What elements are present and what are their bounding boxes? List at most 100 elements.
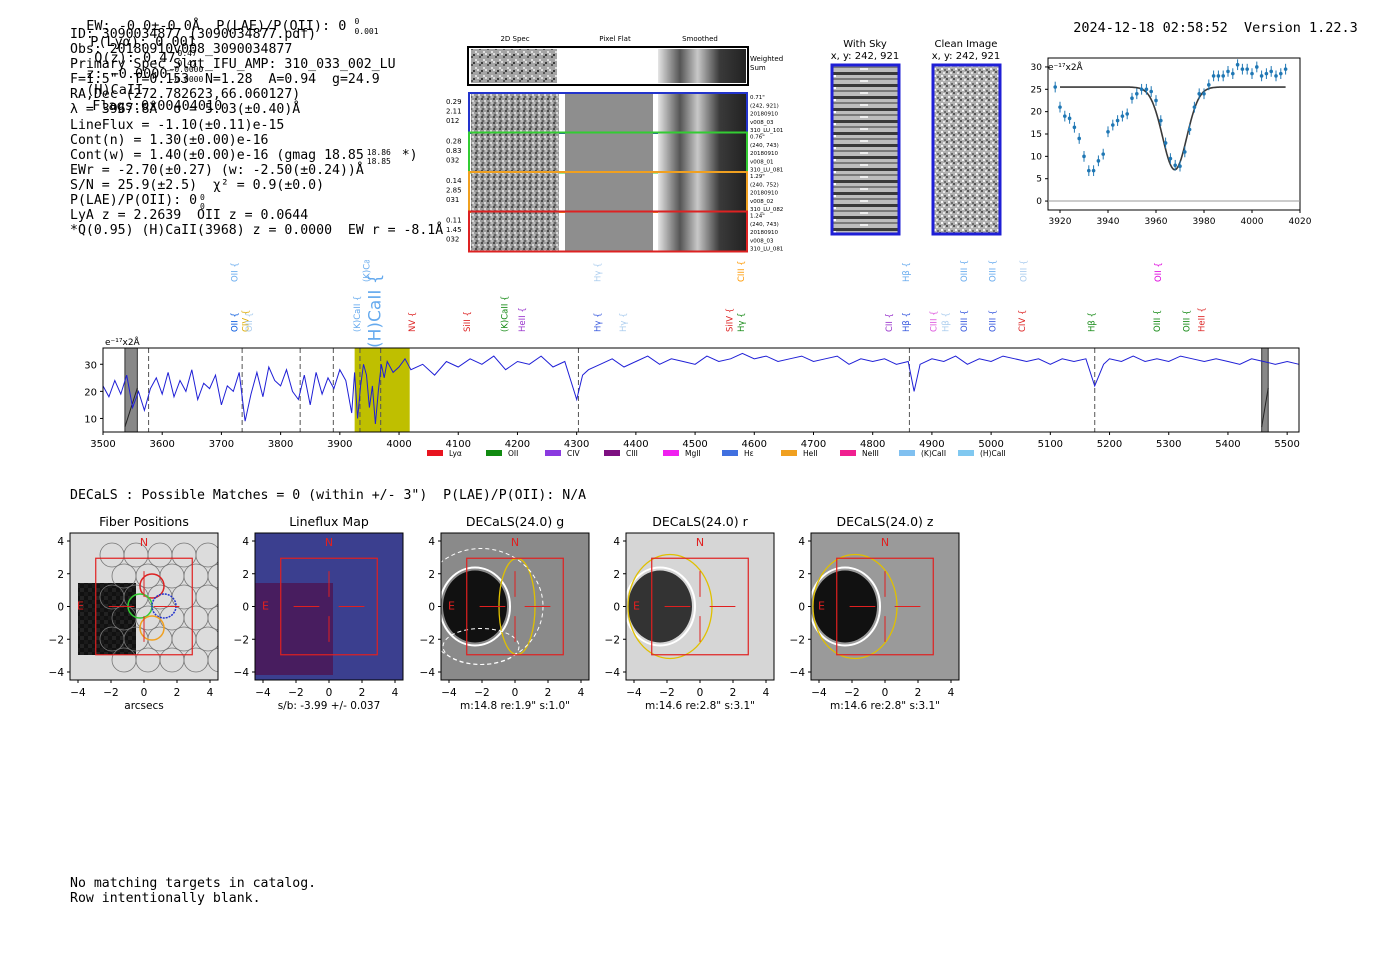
zoom-xtick-label: 4000 — [1241, 217, 1264, 227]
panel-ytick-label: −2 — [605, 634, 620, 646]
zoom-point — [1077, 136, 1081, 141]
panel-ytick-label: 2 — [428, 569, 435, 581]
fiber-right-value: (240, 743) — [750, 143, 779, 149]
zoom-xtick-label: 3940 — [1097, 217, 1120, 227]
zoom-point — [1154, 98, 1158, 103]
panel-ytick-label: −4 — [49, 667, 65, 679]
spectrum-line — [102, 352, 1300, 424]
col-header-pixelflat: Pixel Flat — [599, 35, 631, 43]
legend-label: (H)CaII — [980, 449, 1006, 458]
spectrum-xtick-label: 4100 — [446, 439, 471, 450]
fiber-right-value: 1.24" — [750, 214, 765, 220]
spectral-line-label: OII { — [230, 312, 240, 332]
fiber-right-value: 310_LU_081 — [750, 168, 783, 174]
fiber-pixelflat — [565, 212, 653, 251]
source-halo — [811, 566, 881, 647]
spectral-line-label: Hβ { — [941, 312, 951, 332]
version: Version 1.22.3 — [1243, 20, 1358, 36]
fiber-left-value: 2.85 — [446, 187, 462, 195]
east-label: E — [448, 600, 455, 613]
spectrum-legend: Lyα OII CIV CIII MgII Hε HeII NeIII (K)CaII (H)Ca… — [427, 449, 1006, 458]
zoom-point — [1135, 91, 1139, 96]
fiber-highlight — [139, 615, 165, 641]
col-header-2dspec: 2D Spec — [500, 35, 529, 43]
fiber-circle — [207, 647, 218, 673]
fiber-2dspec — [471, 212, 559, 251]
fiber-2dspec — [471, 133, 559, 172]
fiber-circle — [195, 584, 218, 610]
decals-panel: Fiber Positions N E 4 2 0 −2 −4 −4 −2 0 2 4 arcsecs — [49, 514, 244, 712]
legend-label: MgII — [685, 449, 701, 458]
panel-title: Fiber Positions — [99, 514, 189, 529]
spectrum-ylabel: e⁻¹⁷x2Å — [105, 336, 141, 348]
fiber-left-value: 0.11 — [446, 217, 462, 225]
fiber-right-value: v008_01 — [750, 159, 774, 165]
header-ew: EW: -0.0±-0.0Å P(LAE)/P(OII): 0 — [86, 18, 355, 34]
fiber-left-value: 0.83 — [446, 147, 462, 155]
panel-xlabel: s/b: -3.99 +/- 0.037 — [278, 700, 381, 712]
legend-swatch — [486, 450, 502, 456]
header-plya: P(Lyα): 0.001 — [90, 34, 196, 50]
spectrum-ytick-label: 10 — [84, 414, 97, 425]
info-contw-end: *) — [393, 147, 418, 163]
panel-ytick-label: 4 — [428, 536, 435, 548]
weighted-sum-label2: Sum — [750, 64, 766, 72]
header-z: z: −0.0000 — [86, 66, 168, 82]
fiber-pixelflat — [565, 94, 653, 132]
zoom-point — [1245, 67, 1249, 71]
panel-xtick-label: 0 — [512, 687, 519, 699]
zoom-point — [1250, 71, 1254, 76]
fiber-left-value: 031 — [446, 196, 459, 204]
info-plae-sub: 0 — [200, 202, 205, 212]
header-z-sub: −0.0000 — [169, 75, 204, 84]
zoom-point — [1187, 127, 1192, 132]
panel-ytick-label: 4 — [242, 536, 249, 548]
spectral-line-label: OIII { — [960, 310, 970, 332]
spectrum-xtick-label: 5300 — [1156, 439, 1181, 450]
legend-swatch — [840, 450, 856, 456]
panel-ytick-label: 4 — [57, 536, 64, 548]
header-qz: Q(z): 0.47 — [94, 50, 176, 66]
spectrum-xtick-label: 3800 — [268, 439, 293, 450]
fiber-smoothed — [658, 212, 746, 251]
zoom-axes — [1047, 57, 1301, 211]
fiber-left-value: 2.11 — [446, 108, 462, 116]
spectrum-xtick-label: 5200 — [1097, 439, 1122, 450]
panel-xtick-label: −4 — [626, 687, 642, 699]
zoom-point — [1125, 112, 1129, 116]
north-label: N — [511, 536, 519, 549]
zoom-xtick-label: 3920 — [1049, 217, 1072, 227]
legend-swatch — [663, 450, 679, 456]
spectral-line-label: OIII { — [960, 260, 970, 282]
panel-xtick-label: −4 — [811, 687, 827, 699]
zoom-ytick-label: 5 — [1036, 175, 1042, 185]
panel-xtick-label: 2 — [915, 687, 922, 699]
masked-hatch — [1261, 387, 1269, 428]
info-radec: RA,Dec (272.782623,66.060127) — [70, 87, 301, 103]
zoom-plot: e⁻¹⁷x2Å 3920 3940 3960 3980 4000 4020 0 5 10 15 20… — [1031, 57, 1312, 227]
legend-label: (K)CaII — [921, 449, 946, 458]
zoom-point — [1192, 105, 1197, 109]
with-sky-image — [830, 63, 901, 236]
spectral-line-label: HeII { — [518, 307, 528, 332]
panel-xlabel: m:14.6 re:2.8" s:3.1" — [830, 700, 940, 712]
spectrum-xtick-label: 5100 — [1038, 439, 1063, 450]
zoom-ylabel: e⁻¹⁷x2Å — [1048, 61, 1084, 73]
info-contw-row: Cont(w) = 1.40(±0.00)e-16 (gmag 18.85 18.… — [70, 147, 443, 166]
panel-ytick-label: 0 — [798, 602, 805, 614]
fiber-circle — [220, 585, 244, 609]
zoom-point — [1058, 105, 1062, 109]
zoom-point — [1159, 118, 1163, 123]
east-label: E — [633, 600, 640, 613]
fiber-frame — [468, 210, 748, 253]
fiber-highlight — [139, 573, 165, 599]
spectrum-axes — [102, 347, 1300, 433]
timestamp: 2024-12-18 02:58:52 — [1073, 20, 1228, 36]
sky-panels: With Sky x, y: 242, 921 Clean Image x, y… — [830, 39, 1002, 236]
zoom-point — [1178, 164, 1182, 168]
info-block: ID: 3090034877 (3090034877.pdf) Obs: 201… — [70, 27, 443, 238]
spectral-line-label: Hβ { — [902, 262, 912, 282]
zoom-point — [1101, 152, 1105, 156]
fiber-right-value: 0.76" — [750, 135, 765, 141]
